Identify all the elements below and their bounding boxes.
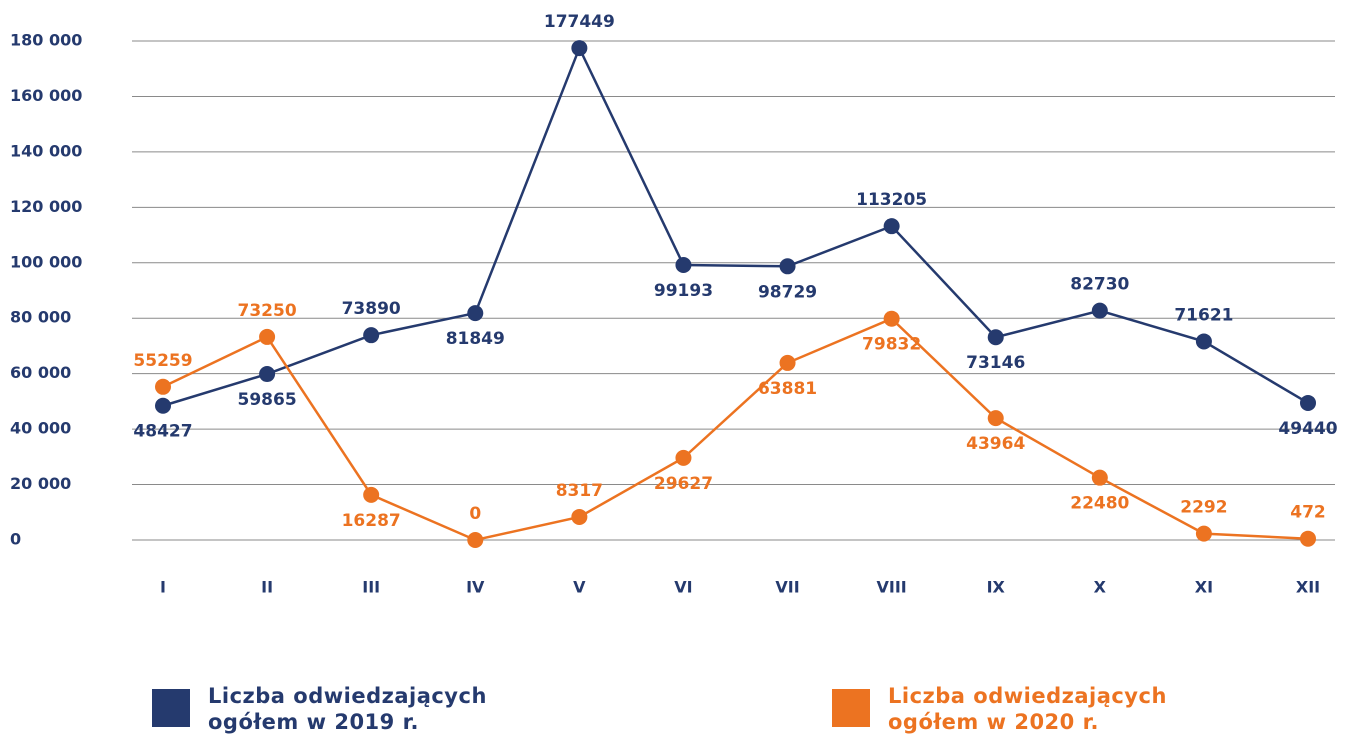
data-label: 71621 (1174, 305, 1233, 325)
legend-item: Liczba odwiedzających ogółem w 2019 r. (152, 683, 528, 735)
data-label: 29627 (654, 474, 713, 494)
x-tick-label: VI (674, 578, 692, 597)
x-tick-label: IX (987, 578, 1006, 597)
y-tick-label: 120 000 (10, 197, 82, 216)
data-label: 99193 (654, 281, 713, 301)
legend-swatch (152, 689, 190, 727)
legend-swatch (832, 689, 870, 727)
legend-label: Liczba odwiedzających ogółem w 2020 r. (888, 684, 1167, 734)
y-tick-label: 20 000 (10, 474, 71, 493)
data-label: 55259 (133, 351, 192, 371)
data-point (987, 410, 1004, 427)
data-point (155, 378, 171, 395)
legend-label: Liczba odwiedzających ogółem w 2019 r. (208, 684, 487, 734)
data-point (1300, 394, 1316, 411)
data-point (1195, 525, 1212, 542)
x-tick-label: III (362, 578, 380, 597)
data-point (883, 218, 900, 235)
data-point (987, 329, 1004, 346)
data-label: 177449 (544, 12, 615, 32)
data-label: 98729 (758, 282, 817, 302)
data-point (259, 366, 276, 383)
data-label: 113205 (856, 190, 927, 210)
data-label: 22480 (1070, 494, 1129, 514)
data-label: 82730 (1070, 275, 1129, 295)
data-label: 59865 (238, 390, 297, 410)
data-point (779, 258, 796, 275)
data-point (571, 508, 588, 525)
data-point (155, 397, 171, 414)
x-tick-label: V (573, 578, 586, 597)
y-tick-label: 80 000 (10, 308, 71, 327)
x-tick-label: II (261, 578, 273, 597)
y-tick-label: 100 000 (10, 252, 82, 271)
x-tick-label: VIII (877, 578, 907, 597)
data-point (675, 257, 692, 274)
y-tick-label: 0 (10, 530, 21, 549)
y-tick-label: 140 000 (10, 141, 82, 160)
x-tick-label: XII (1296, 578, 1320, 597)
data-point (363, 327, 380, 344)
data-label: 73250 (238, 301, 297, 321)
data-label: 8317 (556, 481, 603, 501)
data-label: 2292 (1180, 498, 1227, 518)
data-label: 73146 (966, 353, 1025, 373)
data-label: 472 (1290, 503, 1326, 523)
data-point (467, 305, 484, 322)
legend-item: Liczba odwiedzających ogółem w 2020 r. (832, 683, 1208, 735)
data-point (1300, 530, 1316, 547)
data-point (883, 310, 900, 327)
data-label: 81849 (446, 329, 505, 349)
data-label: 43964 (966, 434, 1025, 454)
data-label: 49440 (1278, 419, 1337, 439)
data-point (467, 532, 484, 548)
data-point (259, 328, 276, 345)
y-tick-label: 60 000 (10, 363, 71, 382)
data-point (675, 449, 692, 466)
x-tick-label: X (1094, 578, 1107, 597)
series-line (162, 317, 1309, 542)
data-point (363, 486, 380, 503)
x-tick-label: I (160, 578, 166, 597)
x-tick-label: VII (775, 578, 799, 597)
data-label: 0 (469, 504, 481, 524)
y-tick-label: 40 000 (10, 419, 71, 438)
data-label: 79832 (862, 335, 921, 355)
data-label: 63881 (758, 379, 817, 399)
data-label: 73890 (342, 299, 401, 319)
data-point (1091, 469, 1108, 486)
data-point (1091, 302, 1108, 319)
series-line (162, 44, 1309, 407)
y-tick-label: 180 000 (10, 31, 82, 50)
data-label: 16287 (342, 511, 401, 531)
data-point (779, 354, 796, 371)
data-point (571, 40, 588, 57)
y-tick-label: 160 000 (10, 86, 82, 105)
data-label: 48427 (133, 422, 192, 442)
data-point (1195, 333, 1212, 350)
chart: 0 20 000 40 000 60 000 80 000 100 000 120 000 1… (10, 12, 1338, 597)
x-tick-label: XI (1195, 578, 1213, 597)
x-tick-label: IV (466, 578, 485, 597)
